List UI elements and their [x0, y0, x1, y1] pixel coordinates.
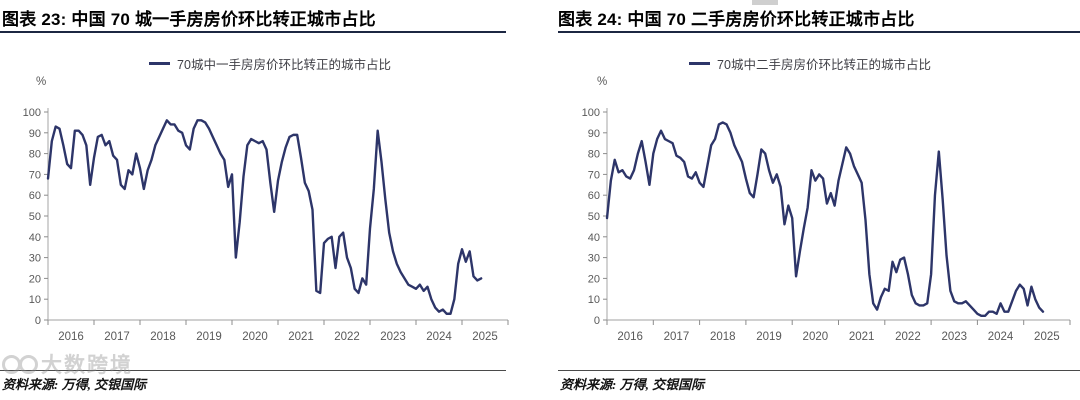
svg-text:2025: 2025	[472, 331, 498, 343]
source-note: 资料来源: 万得, 交银国际	[560, 377, 705, 392]
svg-text:80: 80	[588, 149, 600, 161]
top-edge-artifact	[752, 0, 778, 5]
svg-text:2021: 2021	[288, 331, 314, 343]
svg-text:2020: 2020	[242, 331, 268, 343]
legend-secondhand-homes: 70城中二手房房价环比转正的城市占比	[540, 54, 1080, 73]
svg-text:50: 50	[29, 211, 41, 223]
footer-divider	[558, 370, 1080, 371]
chart-panel-secondhand-homes: 图表 24: 中国 70 二手房房价环比转正城市占比 70城中二手房房价环比转正…	[540, 0, 1080, 400]
chart-title-secondhand-homes: 图表 24: 中国 70 二手房房价环比转正城市占比	[558, 10, 915, 29]
svg-text:40: 40	[29, 232, 41, 244]
title-underline	[0, 31, 506, 33]
svg-text:2019: 2019	[196, 331, 222, 343]
svg-text:2019: 2019	[756, 331, 782, 343]
svg-text:60: 60	[29, 190, 41, 202]
legend-line-marker-icon	[689, 61, 711, 66]
y-axis-unit-label: %	[36, 76, 47, 88]
svg-text:2024: 2024	[426, 331, 452, 343]
legend-new-homes: 70城中一手房房价环比转正的城市占比	[0, 54, 540, 73]
svg-text:2017: 2017	[104, 331, 130, 343]
svg-text:30: 30	[588, 253, 600, 265]
svg-text:70: 70	[29, 169, 41, 181]
svg-text:10: 10	[588, 294, 600, 306]
svg-text:2022: 2022	[895, 331, 921, 343]
svg-text:2023: 2023	[380, 331, 406, 343]
legend-line-marker-icon	[149, 61, 171, 66]
svg-text:2023: 2023	[941, 331, 967, 343]
svg-text:10: 10	[29, 294, 41, 306]
svg-text:90: 90	[588, 128, 600, 140]
svg-text:2020: 2020	[803, 331, 829, 343]
svg-text:50: 50	[588, 211, 600, 223]
svg-text:100: 100	[582, 107, 600, 119]
svg-text:0: 0	[35, 315, 41, 327]
svg-text:2025: 2025	[1034, 331, 1060, 343]
svg-text:60: 60	[588, 190, 600, 202]
chart-title-new-homes: 图表 23: 中国 70 城一手房房价环比转正城市占比	[2, 10, 376, 29]
chart-panel-new-homes: 图表 23: 中国 70 城一手房房价环比转正城市占比 70城中一手房房价环比转…	[0, 10, 540, 392]
svg-text:20: 20	[29, 273, 41, 285]
y-axis-unit-label: %	[597, 76, 608, 88]
svg-text:2016: 2016	[617, 331, 643, 343]
svg-text:0: 0	[594, 315, 600, 327]
svg-text:2024: 2024	[988, 331, 1014, 343]
svg-text:30: 30	[29, 253, 41, 265]
svg-text:2016: 2016	[58, 331, 84, 343]
svg-text:20: 20	[588, 273, 600, 285]
svg-text:80: 80	[29, 149, 41, 161]
line-chart-secondhand-home-price-mom-positive-share: 0 10 20 30 40 50 60 70 80 90 100 2016 2017 2018 2019 20…	[582, 107, 1071, 343]
svg-text:2018: 2018	[710, 331, 736, 343]
legend-label: 70城中二手房房价环比转正的城市占比	[717, 58, 931, 72]
svg-text:2022: 2022	[334, 331, 360, 343]
svg-text:2017: 2017	[664, 331, 690, 343]
svg-text:100: 100	[23, 107, 41, 119]
source-note: 资料来源: 万得, 交银国际	[2, 377, 147, 392]
title-underline	[558, 31, 1080, 33]
legend-label: 70城中一手房房价环比转正的城市占比	[177, 58, 391, 72]
svg-text:40: 40	[588, 232, 600, 244]
line-chart-new-home-price-mom-positive-share: 0 10 20 30 40 50 60 70 80 90 100 2016 2017 2018 2019 20…	[23, 107, 509, 343]
svg-text:90: 90	[29, 128, 41, 140]
svg-text:70: 70	[588, 169, 600, 181]
svg-text:2018: 2018	[150, 331, 176, 343]
svg-text:2021: 2021	[849, 331, 875, 343]
footer-divider	[0, 370, 506, 371]
